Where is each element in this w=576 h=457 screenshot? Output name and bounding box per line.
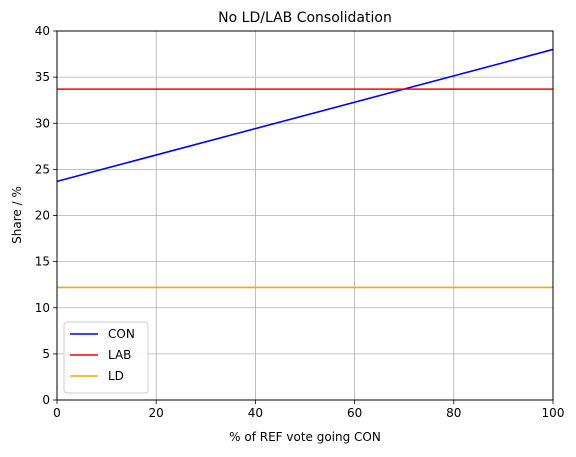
y-axis-label: Share / % — [10, 186, 24, 244]
series-lines — [56, 48, 554, 289]
y-tick-label: 25 — [35, 162, 50, 176]
y-tick-label: 5 — [42, 347, 50, 361]
legend-label-con: CON — [108, 327, 135, 341]
x-tick-label: 100 — [542, 406, 565, 420]
y-tick-label: 30 — [35, 116, 50, 130]
legend-label-lab: LAB — [108, 348, 131, 362]
legend-label-ld: LD — [108, 369, 124, 383]
y-tick-label: 0 — [42, 393, 50, 407]
y-tick-label: 20 — [35, 209, 50, 223]
series-line-con — [56, 48, 554, 183]
x-tick-label: 0 — [53, 406, 61, 420]
legend-box — [63, 321, 149, 394]
y-tick-label: 15 — [35, 255, 50, 269]
axis-ticks: 0 20 40 60 80 100 0 5 10 15 20 25 30 35 40 — [35, 24, 565, 420]
legend: CON LAB LD — [63, 321, 149, 394]
x-axis-label: % of REF vote going CON — [229, 430, 381, 444]
x-tick-label: 80 — [446, 406, 461, 420]
y-tick-label: 35 — [35, 70, 50, 84]
x-tick-label: 40 — [248, 406, 263, 420]
x-tick-label: 60 — [347, 406, 362, 420]
x-tick-label: 20 — [149, 406, 164, 420]
y-tick-label: 10 — [35, 301, 50, 315]
y-tick-label: 40 — [35, 24, 50, 38]
chart-title: No LD/LAB Consolidation — [218, 10, 392, 26]
